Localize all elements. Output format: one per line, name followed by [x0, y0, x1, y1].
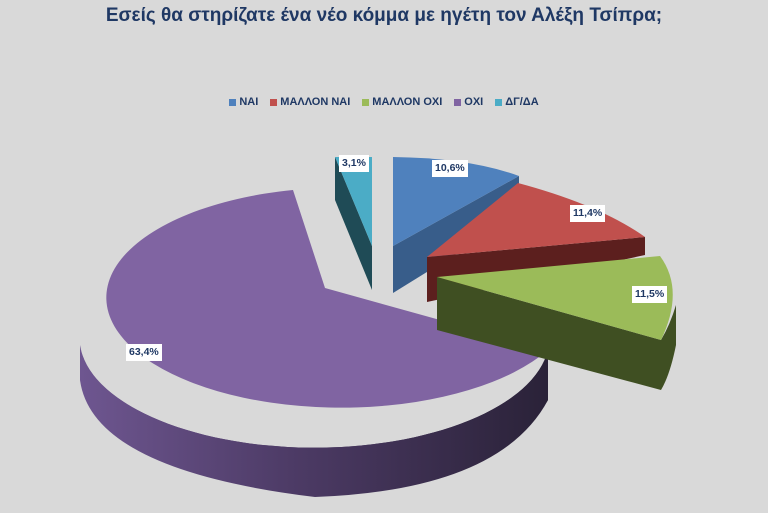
chart-title: Εσείς θα στηρίζατε ένα νέο κόμμα με ηγέτ…: [105, 5, 663, 26]
legend-label-mallon-oxi: ΜΑΛΛΟΝ ΟΧΙ: [372, 96, 443, 108]
value-label-oxi: 63,4%: [126, 344, 162, 361]
legend-label-mallon-nai: ΜΑΛΛΟΝ ΝΑΙ: [280, 96, 351, 108]
legend-swatch-oxi: [454, 98, 462, 106]
legend-swatch-nai: [229, 98, 237, 106]
value-label-mallon-oxi: 11,5%: [632, 286, 668, 303]
chart-legend: ΝΑΙ ΜΑΛΛΟΝ ΝΑΙ ΜΑΛΛΟΝ ΟΧΙ ΟΧΙ ΔΓ/ΔΑ: [0, 96, 768, 108]
value-label-mallon-nai: 11,4%: [570, 205, 606, 222]
legend-item-mallon-oxi: ΜΑΛΛΟΝ ΟΧΙ: [362, 96, 442, 108]
legend-label-oxi: ΟΧΙ: [464, 96, 484, 108]
legend-item-oxi: ΟΧΙ: [454, 96, 483, 108]
slice-oxi: [106, 190, 548, 408]
slice-mallon-nai: [427, 183, 645, 257]
value-label-nai: 10,6%: [432, 160, 468, 177]
slice-dg-da-side: [335, 157, 372, 290]
slice-mallon-oxi: [437, 256, 673, 340]
slice-nai: [393, 157, 519, 246]
legend-label-dg-da: ΔΓ/ΔΑ: [505, 96, 539, 108]
slice-mallon-oxi-side: [437, 277, 676, 390]
legend-swatch-mallon-nai: [270, 98, 278, 106]
value-label-dg-da: 3,1%: [339, 155, 369, 172]
legend-item-dg-da: ΔΓ/ΔΑ: [495, 96, 539, 108]
legend-item-mallon-nai: ΜΑΛΛΟΝ ΝΑΙ: [270, 96, 350, 108]
legend-label-nai: ΝΑΙ: [239, 96, 259, 108]
legend-swatch-dg-da: [495, 98, 503, 106]
legend-swatch-mallon-oxi: [362, 98, 370, 106]
slice-oxi-side-body: [80, 345, 548, 497]
legend-item-nai: ΝΑΙ: [229, 96, 258, 108]
slice-dg-da: [335, 157, 372, 246]
